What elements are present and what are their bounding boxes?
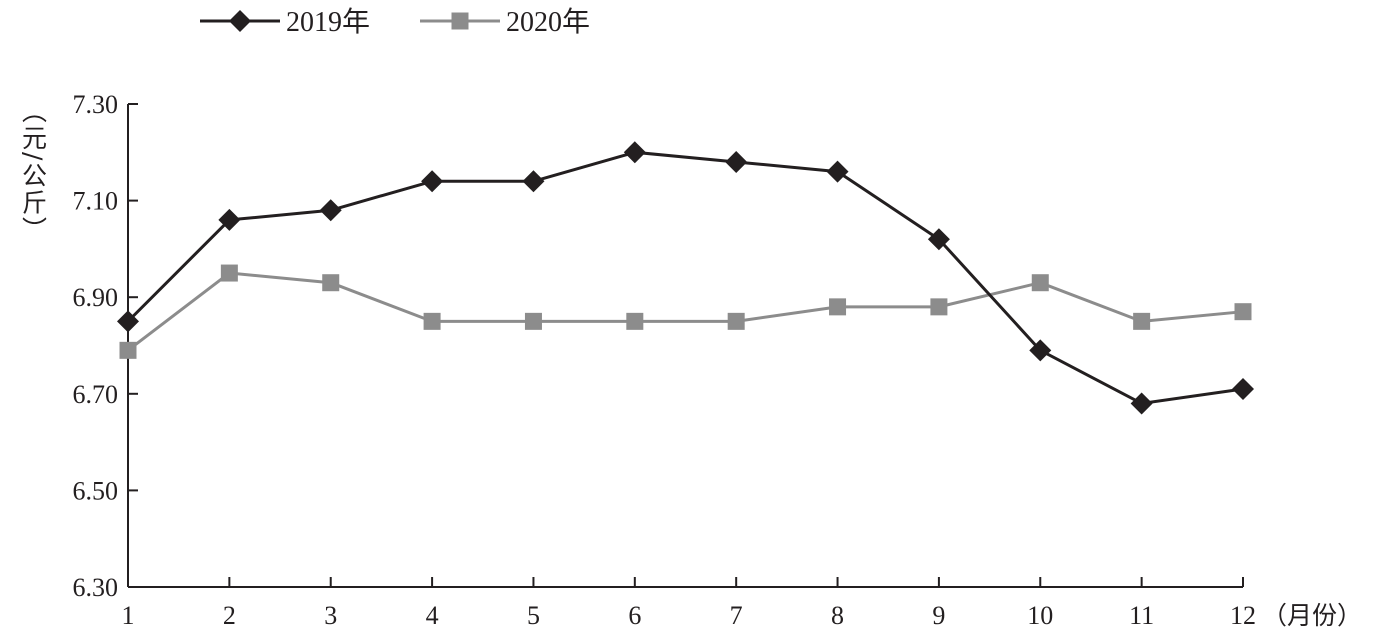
data-point (1234, 303, 1252, 321)
data-point (725, 150, 748, 173)
data-point (826, 160, 849, 183)
x-tick-label: 4 (426, 601, 439, 630)
y-tick-label: 6.70 (73, 380, 119, 409)
data-point (623, 141, 646, 164)
y-axis-label: （元/公斤） (19, 98, 48, 243)
data-point (117, 310, 139, 333)
legend-marker-1 (451, 12, 469, 30)
x-tick-label: 9 (932, 601, 945, 630)
data-point (1031, 274, 1049, 292)
data-point (1133, 312, 1151, 330)
y-tick-label: 6.50 (73, 476, 119, 505)
data-point (1232, 377, 1254, 400)
x-tick-label: 12 (1230, 601, 1256, 630)
data-point (1130, 392, 1153, 415)
x-tick-label: 2 (223, 601, 236, 630)
x-tick-label: 10 (1027, 601, 1053, 630)
data-point (319, 199, 342, 222)
legend-label-1: 2020年 (506, 6, 590, 38)
data-point (423, 312, 441, 330)
data-point (626, 312, 644, 330)
x-axis: 1 2 3 4 5 6 7 8 9 10 11 12 （月份） (122, 577, 1362, 630)
legend-marker-0 (229, 10, 251, 32)
x-axis-label: （月份） (1262, 601, 1362, 630)
x-tick-label: 7 (730, 601, 743, 630)
data-point (421, 170, 444, 193)
series-line-0 (126, 150, 1244, 405)
data-point (522, 170, 545, 193)
x-tick-label: 8 (831, 601, 844, 630)
x-tick-label: 6 (628, 601, 641, 630)
data-point (930, 298, 948, 316)
data-point (119, 341, 137, 359)
x-tick-label: 1 (122, 601, 135, 630)
data-point (524, 312, 542, 330)
data-point (727, 312, 745, 330)
legend: 2019年 2020年 (200, 6, 590, 38)
data-point (220, 264, 238, 282)
x-tick-label: 11 (1129, 601, 1154, 630)
data-point (927, 228, 950, 251)
y-tick-label: 7.30 (73, 90, 119, 119)
x-tick-label: 5 (527, 601, 540, 630)
series-line-1 (127, 271, 1244, 352)
data-point (829, 298, 847, 316)
legend-label-0: 2019年 (286, 6, 370, 38)
y-tick-label: 6.90 (73, 283, 119, 312)
y-tick-label: 7.10 (73, 187, 119, 216)
data-point (322, 274, 340, 292)
plot-area (117, 141, 1254, 415)
data-point (1029, 339, 1052, 362)
y-axis: 6.30 6.50 6.70 6.90 7.10 7.30 （元/公斤） (19, 90, 138, 602)
data-point (218, 208, 241, 231)
y-tick-label: 6.30 (73, 573, 119, 602)
x-tick-label: 3 (324, 601, 337, 630)
